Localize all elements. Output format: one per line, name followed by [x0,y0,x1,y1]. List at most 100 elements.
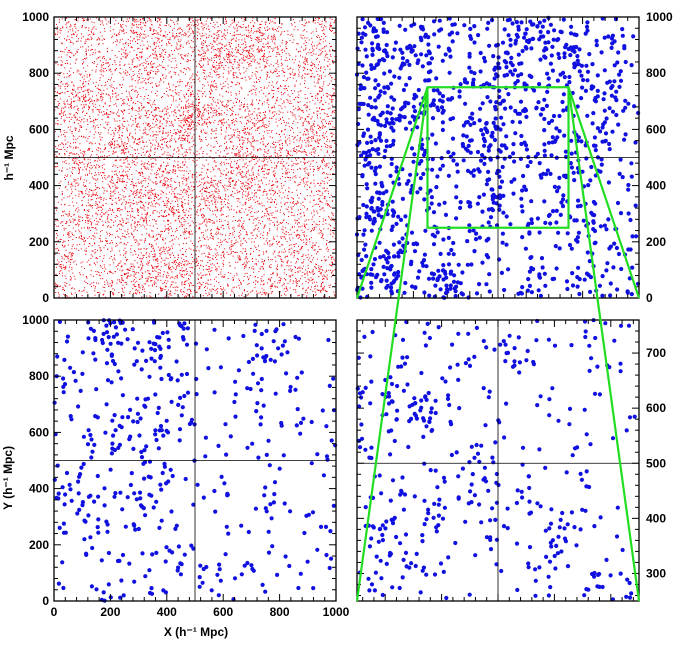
particle-point [74,114,76,116]
particle-point [76,163,78,165]
particle-point [289,248,291,250]
particle-point [56,225,58,227]
particle-point [303,161,305,163]
particle-point [130,166,132,168]
particle-point [231,19,233,21]
particle-point [226,53,227,55]
particle-point [321,194,323,196]
particle-point [170,222,172,224]
particle-point [157,119,159,121]
particle-point [157,45,159,47]
particle-point [263,161,265,163]
particle-point [62,142,64,144]
particle-point [257,183,259,185]
particle-point [321,160,323,162]
particle-point [304,118,306,120]
particle-point [78,216,80,218]
particle-point [259,112,261,114]
particle-point [202,208,204,209]
particle-point [216,245,218,246]
particle-point [321,230,322,232]
particle-point [297,122,299,124]
particle-point [320,283,322,285]
particle-point [79,178,81,180]
particle-point [225,38,227,40]
particle-point [325,259,327,261]
particle-point [291,160,293,162]
particle-point [268,189,270,191]
particle-point [54,95,56,97]
particle-point [304,220,306,222]
particle-point [65,17,67,19]
particle-point [155,137,157,139]
particle-point [178,182,180,183]
particle-point [297,185,299,187]
particle-point [257,28,259,30]
particle-point [237,200,239,202]
particle-point [272,111,274,113]
particle-point [273,65,274,67]
particle-point [238,44,240,45]
particle-point [125,151,127,153]
particle-point [150,69,152,71]
particle-point [263,227,265,229]
particle-point [153,182,155,184]
particle-point [111,179,113,181]
particle-point [229,124,231,126]
particle-point [105,240,107,242]
particle-point [159,176,161,178]
particle-point [195,231,197,233]
particle-point [94,220,95,221]
particle-point [142,22,144,24]
particle-point [164,216,166,217]
particle-point [195,24,197,25]
particle-point [200,277,202,279]
particle-point [131,98,133,100]
particle-point [242,248,244,250]
particle-point [167,228,169,230]
particle-point [146,248,148,250]
particle-point [187,67,189,68]
particle-point [84,185,86,187]
particle-point [257,277,259,279]
particle-point [224,155,226,157]
particle-point [228,209,230,211]
particle-point [95,166,97,168]
particle-point [255,140,257,142]
particle-point [72,252,73,254]
particle-point [188,18,190,20]
particle-point [204,119,206,121]
particle-point [156,33,158,35]
particle-point [210,194,212,196]
particle-point [124,141,126,143]
particle-point [173,133,175,134]
particle-point [143,44,145,46]
particle-point [145,177,147,179]
particle-point [91,21,93,23]
particle-point [244,289,245,291]
particle-point [247,276,248,278]
particle-point [213,62,215,64]
particle-point [171,276,173,278]
particle-point [62,245,63,247]
particle-point [199,80,201,82]
particle-point [270,156,272,158]
particle-point [266,46,268,48]
particle-point [248,260,250,262]
particle-point [290,244,292,246]
particle-point [272,253,274,255]
particle-point [211,107,213,109]
particle-point [327,113,329,115]
particle-point [298,279,300,281]
particle-point [93,262,95,264]
particle-point [146,295,148,297]
particle-point [134,221,136,223]
particle-point [72,173,73,174]
particle-point [203,111,205,113]
particle-point [305,172,307,174]
particle-point [112,165,114,167]
particle-point [89,75,90,77]
particle-point [239,172,241,174]
particle-point [256,129,258,131]
particle-point [146,263,147,265]
